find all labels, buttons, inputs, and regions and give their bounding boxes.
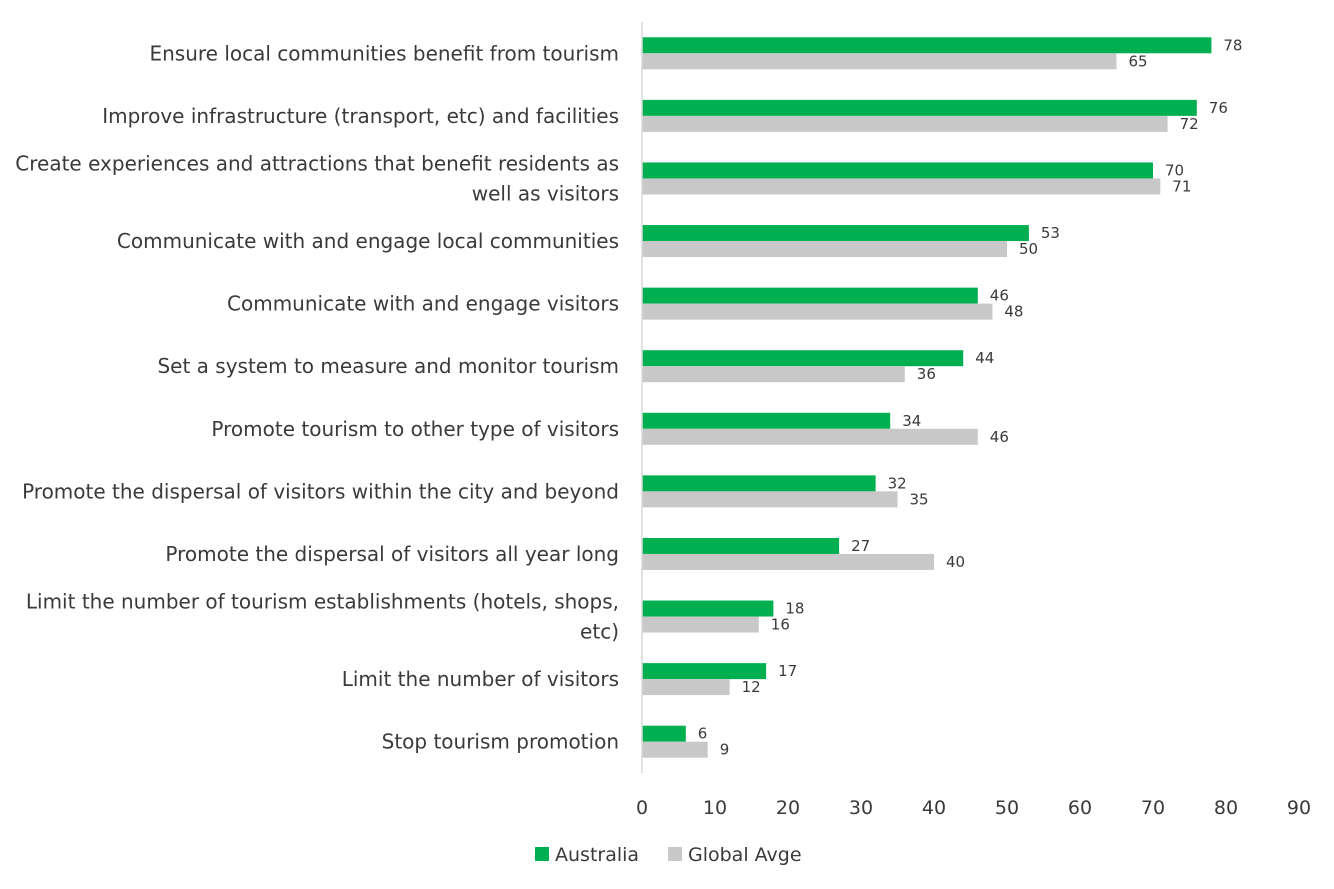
bar-australia <box>642 99 1197 116</box>
x-tick-label: 30 <box>849 797 873 819</box>
legend-label-global-avge: Global Avge <box>688 844 802 866</box>
x-tick-label: 0 <box>636 797 648 819</box>
data-label: 35 <box>910 490 929 508</box>
bar-global-avge <box>642 178 1161 195</box>
data-label: 16 <box>771 616 790 634</box>
category-label: Promote the dispersal of visitors within… <box>22 479 619 503</box>
bar-australia <box>642 537 840 554</box>
bar-australia <box>642 162 1153 179</box>
x-tick-label: 80 <box>1214 797 1238 819</box>
category-label: Limit the number of visitors <box>342 667 619 691</box>
bar-global-avge <box>642 428 978 445</box>
bar-global-avge <box>642 115 1168 132</box>
legend: Australia Global Avge <box>535 844 802 866</box>
category-label: Create experiences and attractions that … <box>15 151 619 205</box>
category-label: Communicate with and engage local commun… <box>117 229 619 253</box>
category-label: Improve infrastructure (transport, etc) … <box>102 104 619 128</box>
x-tick-label: 40 <box>922 797 946 819</box>
data-label: 34 <box>902 412 921 430</box>
bar-australia <box>642 225 1029 242</box>
data-label: 48 <box>1004 303 1023 321</box>
bar-global-avge <box>642 741 708 758</box>
data-label: 9 <box>720 741 730 759</box>
bar-australia <box>642 37 1212 54</box>
category-labels: Ensure local communities benefit from to… <box>15 41 619 753</box>
category-label: Promote the dispersal of visitors all ye… <box>165 542 619 566</box>
legend-label-australia: Australia <box>555 844 639 866</box>
x-tick-labels: 0 10 20 30 40 50 60 70 80 90 <box>636 797 1311 819</box>
data-label: 27 <box>851 537 870 555</box>
x-tick-label: 20 <box>776 797 800 819</box>
category-label: Communicate with and engage visitors <box>227 292 619 316</box>
bar-australia <box>642 475 876 492</box>
data-label: 50 <box>1019 240 1038 258</box>
category-label: Promote tourism to other type of visitor… <box>211 417 619 441</box>
bar-global-avge <box>642 679 730 696</box>
data-label: 36 <box>917 365 936 383</box>
data-label: 46 <box>990 287 1009 305</box>
bar-australia <box>642 663 767 680</box>
category-label: Set a system to measure and monitor tour… <box>157 354 619 378</box>
data-label: 70 <box>1165 161 1184 179</box>
x-tick-label: 10 <box>703 797 727 819</box>
category-label: Ensure local communities benefit from to… <box>149 41 619 65</box>
bar-australia <box>642 412 891 429</box>
data-label: 17 <box>778 662 797 680</box>
data-labels: 7865767270715350464844363446323527401816… <box>698 36 1243 758</box>
bar-global-avge <box>642 241 1007 258</box>
data-label: 18 <box>785 600 804 618</box>
data-label: 44 <box>975 349 994 367</box>
data-label: 12 <box>742 678 761 696</box>
bar-global-avge <box>642 366 905 383</box>
category-label: Stop tourism promotion <box>382 730 619 754</box>
data-label: 53 <box>1041 224 1060 242</box>
data-label: 32 <box>888 474 907 492</box>
bar-global-avge <box>642 53 1117 70</box>
bar-australia <box>642 350 964 367</box>
legend-swatch-global-avge <box>668 847 682 861</box>
x-tick-label: 90 <box>1287 797 1311 819</box>
bars <box>642 37 1212 758</box>
data-label: 72 <box>1180 115 1199 133</box>
data-label: 76 <box>1209 99 1228 117</box>
bar-australia <box>642 287 978 304</box>
data-label: 40 <box>946 553 965 571</box>
bar-global-avge <box>642 616 759 633</box>
bar-australia <box>642 600 774 617</box>
bar-global-avge <box>642 553 934 570</box>
bar-global-avge <box>642 303 993 320</box>
data-label: 65 <box>1129 52 1148 70</box>
data-label: 6 <box>698 725 708 743</box>
data-label: 78 <box>1223 36 1242 54</box>
data-label: 46 <box>990 428 1009 446</box>
bar-australia <box>642 725 686 742</box>
x-tick-label: 60 <box>1068 797 1092 819</box>
x-tick-label: 70 <box>1141 797 1165 819</box>
bar-global-avge <box>642 491 898 508</box>
data-label: 71 <box>1172 177 1191 195</box>
category-label: Limit the number of tourism establishmen… <box>26 590 619 644</box>
x-tick-label: 50 <box>995 797 1019 819</box>
legend-swatch-australia <box>535 847 549 861</box>
